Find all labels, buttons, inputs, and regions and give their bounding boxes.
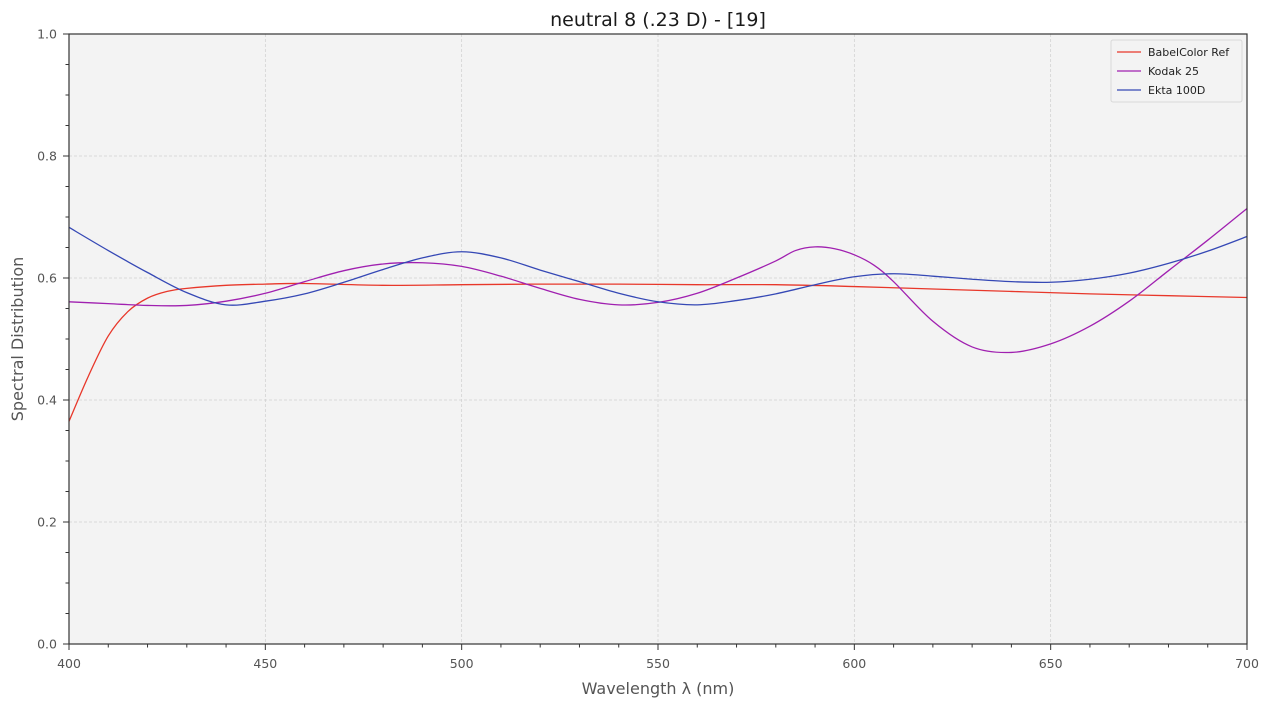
- series-group: [68, 207, 1248, 422]
- y-tick-label: 1.0: [37, 27, 57, 42]
- series-line-kodak-25: [68, 207, 1248, 354]
- y-tick-label: 0.4: [37, 393, 57, 408]
- legend: BabelColor Ref Kodak 25 Ekta 100D: [1110, 39, 1243, 103]
- y-tick-label: 0.6: [37, 271, 57, 286]
- legend-label-babelcolor-ref: BabelColor Ref: [1148, 46, 1230, 59]
- chart-title: neutral 8 (.23 D) - [19]: [550, 9, 766, 31]
- grid-lines: [69, 34, 1247, 644]
- y-tick-label: 0.8: [37, 149, 57, 164]
- x-tick-label: 600: [842, 656, 866, 671]
- axis-ticks: 400 450 500 550 600 650 700 0.0 0.2 0.4 0.6 0.8 1.0: [37, 27, 1259, 672]
- x-tick-label: 450: [253, 656, 277, 671]
- x-axis-label: Wavelength λ (nm): [582, 679, 735, 698]
- legend-label-ekta-100d: Ekta 100D: [1148, 84, 1205, 97]
- series-line-ekta-100d: [68, 226, 1248, 306]
- legend-label-kodak-25: Kodak 25: [1148, 65, 1199, 78]
- y-tick-label: 0.0: [37, 637, 57, 652]
- series-line-babelcolor-ref: [68, 282, 1248, 422]
- y-axis-label: Spectral Distribution: [8, 257, 27, 421]
- y-tick-label: 0.2: [37, 515, 57, 530]
- x-tick-label: 700: [1235, 656, 1259, 671]
- x-tick-label: 500: [450, 656, 474, 671]
- legend-box: [1110, 39, 1243, 103]
- x-tick-label: 550: [646, 656, 670, 671]
- x-tick-label: 400: [57, 656, 81, 671]
- x-tick-label: 650: [1039, 656, 1063, 671]
